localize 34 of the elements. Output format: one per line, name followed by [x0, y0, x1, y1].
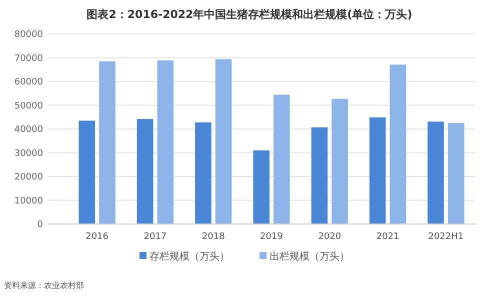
x-tick-label: 2017 — [144, 232, 167, 242]
bar — [195, 122, 212, 224]
bar — [215, 59, 232, 224]
x-tick-label: 2022H1 — [428, 232, 464, 242]
text: 资料来源：农业农村部 — [4, 281, 84, 290]
y-tick-label: 10000 — [14, 196, 44, 206]
bar — [157, 60, 174, 224]
bar — [253, 150, 270, 224]
x-tick-label: 2016 — [86, 232, 109, 242]
legend-label: 出栏规模（万头） — [270, 250, 350, 262]
bar — [332, 98, 348, 224]
y-tick-label: 80000 — [14, 30, 44, 40]
x-tick-label: 2019 — [260, 232, 284, 242]
bar — [311, 127, 328, 224]
bar — [99, 61, 116, 224]
y-tick-label: 30000 — [14, 148, 44, 159]
bar — [274, 94, 290, 224]
y-tick-label: 60000 — [14, 78, 44, 88]
bar — [428, 122, 444, 224]
bar — [369, 117, 386, 224]
bar — [78, 120, 96, 224]
y-tick-label: 70000 — [14, 54, 44, 64]
x-tick-label: 2021 — [376, 232, 400, 242]
x-tick-label: 2020 — [318, 232, 342, 242]
y-tick-label: 40000 — [14, 125, 44, 136]
x-tick-label: 2018 — [202, 232, 226, 242]
y-tick-label: 0 — [37, 220, 44, 230]
chart-title: 图表2：2016-2022年中国生猪存栏规模和出栏规模(单位：万头) — [86, 8, 412, 21]
legend-label: 存栏规模（万头） — [150, 250, 230, 262]
bar — [136, 119, 154, 224]
y-tick-label: 20000 — [14, 172, 44, 183]
bar — [390, 64, 406, 224]
y-tick-label: 50000 — [14, 101, 44, 112]
bar — [448, 123, 464, 224]
